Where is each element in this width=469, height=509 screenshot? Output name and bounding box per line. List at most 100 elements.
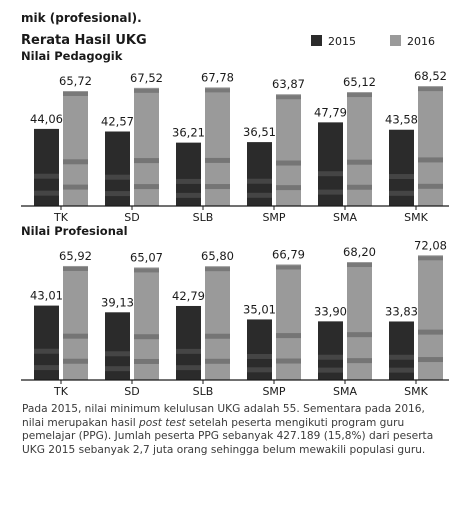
profesional-bar-sd-2016-texture-band-1 [134,358,159,364]
legend: 2015 2016 [311,35,435,48]
legend-swatch-2016 [390,35,401,46]
caption-text-end: setelah peserta mengikuti program guru p… [22,416,434,456]
pedagogik-bar-smk-2016-texture-top [418,87,443,92]
profesional-value-label-smk-2016: 72,08 [414,238,447,252]
pedagogik-bar-tk-2016-texture-top [63,91,88,96]
pedagogik-value-label-sma-2016: 65,12 [343,75,376,89]
pedagogik-value-label-tk-2016: 65,72 [59,74,92,88]
pedagogik-value-label-smp-2015: 36,51 [243,125,276,139]
profesional-bar-tk-2015-texture-band-1 [34,365,59,371]
pedagogik-bar-sma-2015-texture-band-1 [318,189,343,195]
profesional-bar-slb-2015-texture-band-2 [176,348,201,354]
profesional-value-label-smp-2015: 35,01 [243,302,276,316]
profesional-category-label-smp: SMP [262,385,285,398]
pedagogik-bar-sma-2016-texture-band-2 [347,159,372,165]
legend-label-2015: 2015 [328,35,356,48]
profesional-bar-smp-2015-texture-band-2 [247,353,272,359]
pedagogik-bar-smp-2016-texture-band-1 [276,185,301,191]
pedagogik-bar-smk-2015-texture-band-2 [389,174,414,180]
pedagogik-bar-sma-2016-texture-band-1 [347,184,372,190]
pedagogik-bar-tk-2016-texture-band-1 [63,184,88,190]
pedagogik-bar-sd-2016-texture-band-1 [134,184,159,190]
profesional-chart: 43,01 65,92 TK 39,13 65,07 SD 42,79 65,80 SLB 35,… [21,238,449,398]
profesional-bar-sma-2016-texture-band-2 [347,332,372,338]
profesional-bar-slb-2016-texture-top [205,267,230,272]
pedagogik-bar-sd-2015-texture-band-1 [105,191,130,197]
profesional-bar-slb-2016-texture-band-2 [205,333,230,339]
profesional-bar-smp-2016-texture-band-1 [276,358,301,364]
pedagogik-value-label-smk-2015: 43,58 [385,113,418,127]
pedagogik-bar-slb-2016-texture-top [205,88,230,93]
pedagogik-category-label-sd: SD [124,211,139,224]
pedagogik-bar-smk-2016-texture-band-2 [418,157,443,163]
pedagogik-bar-slb-2015-texture-band-1 [176,192,201,198]
pedagogik-value-label-smk-2016: 68,52 [414,69,447,83]
caption: Pada 2015, nilai minimum kelulusan UKG a… [22,403,450,457]
pedagogik-bar-smp-2016-texture-top [276,95,301,100]
profesional-value-label-slb-2015: 42,79 [172,289,205,303]
pedagogik-bar-tk-2016-texture-band-2 [63,159,88,165]
profesional-bar-sma-2015-texture-band-1 [318,367,343,373]
profesional-bar-smp-2016-texture-top [276,265,301,270]
pedagogik-bar-sd-2015-texture-band-2 [105,174,130,180]
pedagogik-bar-sma-2016-texture-top [347,93,372,98]
pedagogik-bar-tk-2015-texture-band-1 [34,190,59,196]
profesional-bar-slb-2015-texture-band-1 [176,365,201,371]
pedagogik-bar-smk-2016-texture-band-1 [418,183,443,189]
pedagogik-category-label-smp: SMP [262,211,285,224]
pedagogik-category-label-smk: SMK [404,211,428,224]
pedagogik-bar-smk-2015-texture-band-1 [389,190,414,196]
pedagogik-value-label-sd-2015: 42,57 [101,115,134,129]
profesional-bar-sma-2016-texture-band-1 [347,358,372,364]
profesional-bar-smk-2015-texture-band-1 [389,367,414,373]
profesional-value-label-smp-2016: 66,79 [272,247,305,261]
pedagogik-bar-slb-2016-texture-band-1 [205,184,230,190]
pedagogik-bar-slb-2015-texture-band-2 [176,178,201,184]
profesional-bar-sd-2016-texture-top [134,268,159,273]
caption-text-start: Pada 2015, nilai minimum kelulusan UKG a… [22,403,425,429]
profesional-category-label-sma: SMA [333,385,357,398]
profesional-category-label-slb: SLB [193,385,214,398]
pedagogik-chart: 44,06 65,72 TK 42,57 67,52 SD 36,21 67,78 SLB 36,… [21,69,449,224]
pedagogik-category-label-slb: SLB [193,211,214,224]
pedagogik-bar-tk-2015-texture-band-2 [34,173,59,179]
profesional-bar-tk-2016-texture-top [63,266,88,271]
profesional-value-label-tk-2015: 43,01 [30,289,63,303]
pedagogik-value-label-slb-2015: 36,21 [172,126,205,140]
pedagogik-bar-smp-2016-texture-band-2 [276,160,301,166]
profesional-value-label-sma-2015: 33,90 [314,304,347,318]
profesional-bar-smk-2016-texture-top [418,256,443,261]
profesional-bar-sd-2016-texture-band-2 [134,334,159,340]
profesional-bar-smk-2015-texture-band-2 [389,354,414,360]
profesional-value-label-sd-2016: 65,07 [130,250,163,264]
profesional-category-label-smk: SMK [404,385,428,398]
legend-label-2016: 2016 [407,35,435,48]
ukg-chart-figure: mik (profesional). Rerata Hasil UKG 2015… [21,11,449,398]
legend-swatch-2015 [311,35,322,46]
pedagogik-bar-smp-2015-texture-band-1 [247,192,272,198]
profesional-bar-sma-2015-texture-band-2 [318,354,343,360]
pedagogik-bar-sma-2015-texture-band-2 [318,171,343,177]
profesional-value-label-smk-2015: 33,83 [385,304,418,318]
profesional-bar-sma-2016-texture-top [347,263,372,268]
pedagogik-value-label-sd-2016: 67,52 [130,71,163,85]
profesional-bar-tk-2015-texture-band-2 [34,348,59,354]
profesional-bar-smk-2016-texture-band-2 [418,329,443,335]
profesional-bar-smp-2016-texture-band-2 [276,333,301,339]
pedagogik-bar-sd-2016-texture-top [134,88,159,93]
profesional-category-label-tk: TK [53,385,69,398]
pedagogik-chart-title: Nilai Pedagogik [21,49,123,63]
profesional-bar-smk-2016-texture-band-1 [418,357,443,363]
pedagogik-bar-slb-2016-texture-band-2 [205,157,230,163]
pedagogik-value-label-tk-2015: 44,06 [30,112,63,126]
pedagogik-value-label-slb-2016: 67,78 [201,70,234,84]
profesional-bar-tk-2016-texture-band-2 [63,333,88,339]
profesional-bar-tk-2016-texture-band-1 [63,358,88,364]
pedagogik-category-label-sma: SMA [333,211,357,224]
profesional-chart-title: Nilai Profesional [21,224,128,238]
profesional-value-label-sma-2016: 68,20 [343,245,376,259]
profesional-bar-sd-2015-texture-band-1 [105,366,130,372]
figure-title: Rerata Hasil UKG [21,33,147,48]
profesional-value-label-tk-2016: 65,92 [59,249,92,263]
